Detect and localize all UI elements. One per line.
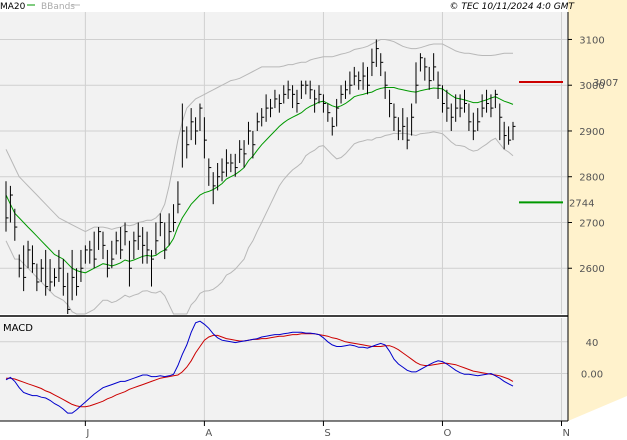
- bbands-lower-line: [5, 131, 514, 315]
- support-label: 2744: [569, 198, 594, 209]
- ma20-path: [5, 87, 514, 274]
- copyright-timestamp: © TEC 10/11/2024 4:0 GMT: [449, 2, 575, 12]
- resistance-label: 3007: [593, 78, 618, 89]
- ma20-line: [5, 87, 514, 274]
- time-tick-label: A: [205, 428, 212, 439]
- price-tick-label: 2700: [579, 218, 604, 229]
- price-tick-label: 2800: [579, 173, 604, 184]
- bollinger-bands: [5, 39, 514, 315]
- bbands-upper-line: [5, 39, 513, 233]
- ma20-legend-label: MA20: [0, 2, 26, 12]
- price-tick-label: 3100: [579, 35, 604, 46]
- price-levels: 3007 2744: [519, 78, 618, 209]
- right-margin-band: [568, 0, 627, 421]
- price-axis-ticks: 2600 2700 2800 2900 3000 3100: [568, 35, 605, 275]
- time-tick-label: S: [324, 428, 330, 439]
- chart-legend: MA20 BBands: [0, 2, 80, 12]
- time-tick-label: J: [85, 428, 89, 439]
- macd-line: [5, 320, 514, 414]
- macd-tick-label: 40: [586, 338, 599, 349]
- bbands-legend-label: BBands: [41, 2, 75, 12]
- price-tick-label: 3000: [579, 81, 604, 92]
- macd-panel-title: MACD: [3, 323, 33, 334]
- macd-gridlines: [0, 318, 568, 421]
- macd-axis-ticks: 0.00 40: [581, 338, 603, 381]
- macd-lines: [5, 320, 514, 414]
- time-tick-label: O: [443, 428, 451, 439]
- macd-tick-label: 0.00: [581, 369, 603, 380]
- price-tick-label: 2600: [579, 264, 604, 275]
- price-tick-label: 2900: [579, 127, 604, 138]
- ohlc-bars: [5, 39, 516, 314]
- time-tick-label: N: [562, 428, 569, 439]
